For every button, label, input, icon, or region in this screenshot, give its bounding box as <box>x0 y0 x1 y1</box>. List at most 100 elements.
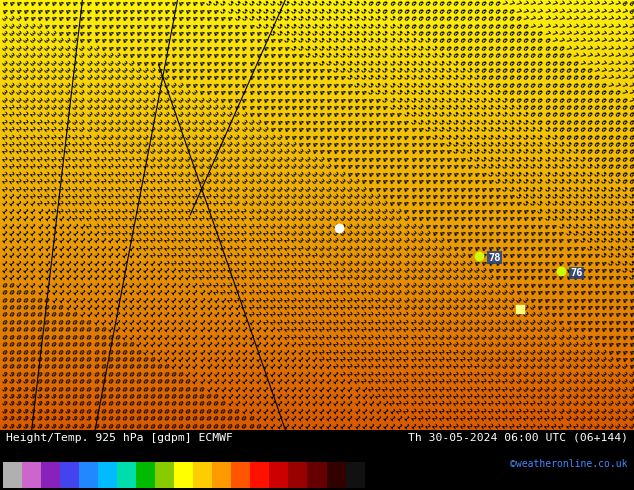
Text: 2: 2 <box>352 282 359 289</box>
Text: 1: 1 <box>239 326 247 333</box>
Text: 4: 4 <box>211 89 219 96</box>
Text: 0: 0 <box>162 378 169 385</box>
Text: 2: 2 <box>28 111 36 119</box>
Text: 3: 3 <box>317 208 324 215</box>
Text: 2: 2 <box>486 393 493 400</box>
Text: 2: 2 <box>211 274 219 281</box>
Text: 2: 2 <box>141 237 148 245</box>
Text: 4: 4 <box>451 185 458 193</box>
Text: 2: 2 <box>105 230 113 237</box>
Text: 4: 4 <box>345 89 353 96</box>
Text: 6: 6 <box>598 133 606 141</box>
Text: 3: 3 <box>465 289 472 296</box>
Text: 2: 2 <box>345 356 353 363</box>
Text: 3: 3 <box>465 311 472 318</box>
Text: 3: 3 <box>535 311 543 318</box>
Text: 4: 4 <box>366 119 373 126</box>
Text: 5: 5 <box>564 222 571 230</box>
Text: 5: 5 <box>542 141 550 148</box>
Text: 3: 3 <box>317 215 324 222</box>
Text: 3: 3 <box>380 267 387 274</box>
Text: 4: 4 <box>302 74 310 81</box>
Text: 1: 1 <box>247 341 254 348</box>
Text: 6: 6 <box>479 45 486 52</box>
Text: 4: 4 <box>612 289 620 296</box>
Text: 4: 4 <box>331 89 339 96</box>
Text: 7: 7 <box>578 45 585 52</box>
Text: 1: 1 <box>134 274 141 281</box>
Text: 2: 2 <box>254 245 261 252</box>
Text: 2: 2 <box>7 126 15 133</box>
Text: 0: 0 <box>63 378 70 385</box>
Text: 3: 3 <box>479 282 486 289</box>
Text: 4: 4 <box>394 126 402 133</box>
Text: 4: 4 <box>338 148 346 155</box>
Text: 4: 4 <box>281 59 289 67</box>
Text: 7: 7 <box>564 0 571 7</box>
Text: 4: 4 <box>275 52 282 59</box>
Text: 2: 2 <box>155 252 162 259</box>
Text: 3: 3 <box>507 378 514 385</box>
Text: 76: 76 <box>571 268 583 278</box>
Text: 3: 3 <box>549 334 557 341</box>
Text: 4: 4 <box>585 296 592 304</box>
Text: 5: 5 <box>564 215 571 222</box>
Text: 1: 1 <box>295 348 303 356</box>
Text: 4: 4 <box>352 104 359 111</box>
Text: 2: 2 <box>56 208 63 215</box>
Text: 5: 5 <box>288 15 296 22</box>
Text: 2: 2 <box>310 334 317 341</box>
Text: 2: 2 <box>105 141 113 148</box>
Text: 1: 1 <box>49 274 56 281</box>
Text: 0: 0 <box>155 422 162 430</box>
Text: 3: 3 <box>98 133 106 141</box>
Text: 5: 5 <box>458 82 465 89</box>
Text: 3: 3 <box>479 348 486 356</box>
Text: 6: 6 <box>472 7 479 15</box>
Text: 2: 2 <box>204 193 212 200</box>
Text: 2: 2 <box>239 274 247 281</box>
Text: 4: 4 <box>254 104 261 111</box>
Text: 2: 2 <box>556 415 564 422</box>
Text: 2: 2 <box>127 171 134 178</box>
Text: 0: 0 <box>162 363 169 370</box>
Text: 1: 1 <box>56 274 63 281</box>
Text: 4: 4 <box>352 163 359 171</box>
Text: 6: 6 <box>500 82 507 89</box>
Text: 7: 7 <box>500 0 507 7</box>
Text: 2: 2 <box>338 341 346 348</box>
Text: 2: 2 <box>247 311 254 318</box>
Text: 5: 5 <box>592 245 599 252</box>
Text: 2: 2 <box>486 422 493 430</box>
Text: 5: 5 <box>571 193 578 200</box>
Text: 3: 3 <box>373 222 380 230</box>
Text: 5: 5 <box>380 67 387 74</box>
Text: 3: 3 <box>366 274 373 281</box>
Text: 6: 6 <box>549 74 557 81</box>
Text: 7: 7 <box>612 0 620 7</box>
Text: 1: 1 <box>232 341 240 348</box>
Text: 5: 5 <box>324 59 332 67</box>
Text: 0: 0 <box>98 326 106 333</box>
Text: 3: 3 <box>592 415 599 422</box>
Text: 0: 0 <box>105 356 113 363</box>
Text: 2: 2 <box>225 282 233 289</box>
Text: 1: 1 <box>275 408 282 415</box>
Text: 3: 3 <box>7 59 15 67</box>
Text: 0: 0 <box>63 348 70 356</box>
Text: 5: 5 <box>345 67 353 74</box>
Text: 0: 0 <box>35 356 42 363</box>
Text: 6: 6 <box>437 23 444 29</box>
Text: 2: 2 <box>197 259 205 267</box>
Text: 4: 4 <box>387 141 395 148</box>
Text: 2: 2 <box>458 393 465 400</box>
Text: 2: 2 <box>105 185 113 193</box>
Text: 7: 7 <box>578 37 585 45</box>
Text: 1: 1 <box>239 348 247 356</box>
Text: 0: 0 <box>21 370 29 378</box>
Text: 2: 2 <box>169 259 176 267</box>
Text: 1: 1 <box>310 422 317 430</box>
Text: 1: 1 <box>105 237 113 245</box>
FancyBboxPatch shape <box>3 462 22 488</box>
Text: 3: 3 <box>141 126 148 133</box>
